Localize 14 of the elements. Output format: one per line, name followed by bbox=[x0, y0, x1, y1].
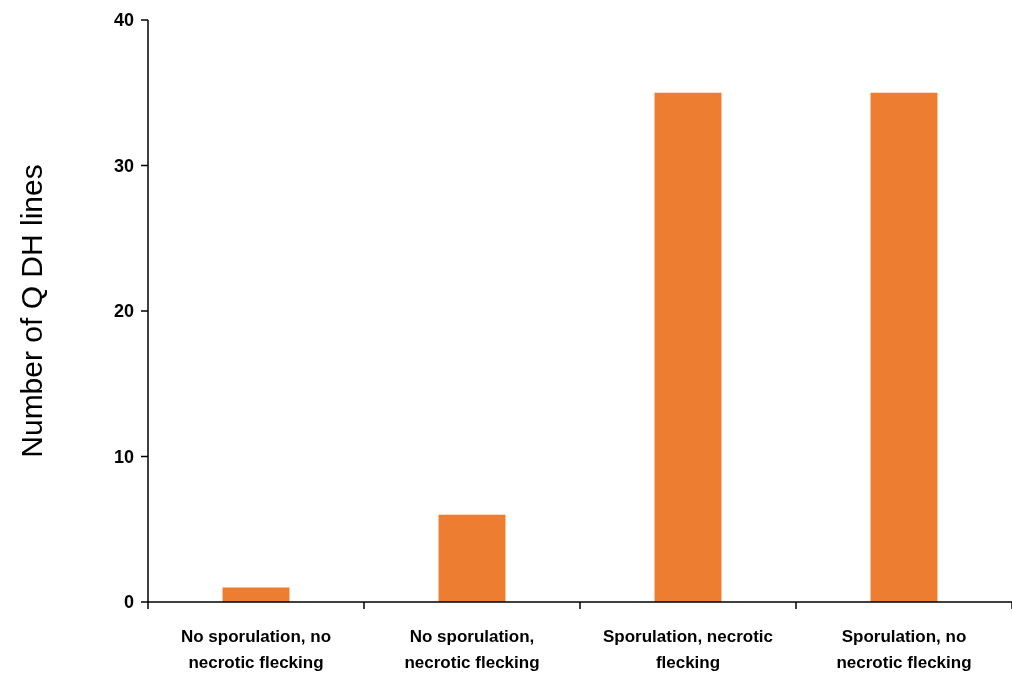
x-tick-label: Sporulation, necrotic flecking bbox=[602, 627, 774, 672]
y-axis-title: Number of Q DH lines bbox=[15, 164, 48, 458]
bar bbox=[870, 92, 938, 602]
x-tick-label: Sporulation, no necrotic flecking bbox=[836, 627, 972, 672]
bar bbox=[438, 514, 506, 602]
y-tick-label: 30 bbox=[113, 155, 134, 176]
x-tick-label: No sporulation, necrotic flecking bbox=[404, 627, 540, 672]
bar bbox=[654, 92, 722, 602]
y-tick-label: 20 bbox=[113, 301, 134, 322]
x-tick-label: No sporulation, no necrotic flecking bbox=[180, 627, 332, 672]
y-tick-label: 40 bbox=[113, 10, 134, 31]
y-tick-label: 0 bbox=[123, 592, 134, 613]
bar bbox=[222, 587, 290, 602]
y-tick-label: 10 bbox=[113, 446, 134, 467]
